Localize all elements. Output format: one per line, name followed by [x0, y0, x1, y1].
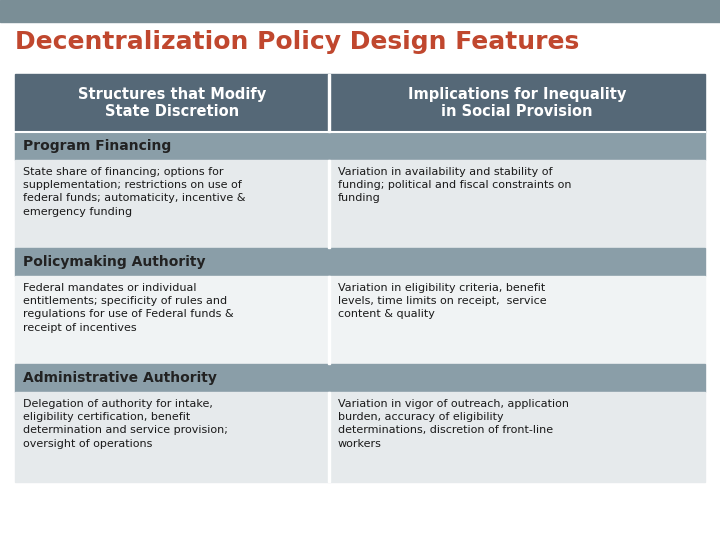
Bar [15, 74, 329, 132]
Bar [15, 364, 705, 392]
Text: Implications for Inequality
in Social Provision: Implications for Inequality in Social Pr… [408, 87, 626, 119]
Text: Variation in eligibility criteria, benefit
levels, time limits on receipt,  serv: Variation in eligibility criteria, benef… [338, 283, 546, 319]
Text: Federal mandates or individual
entitlements; specificity of rules and
regulation: Federal mandates or individual entitleme… [23, 283, 233, 333]
Bar [15, 132, 705, 160]
Bar [329, 276, 705, 364]
Text: Policymaking Authority: Policymaking Authority [23, 255, 205, 269]
Bar [15, 392, 329, 482]
Bar [328, 74, 330, 132]
Bar [328, 160, 330, 248]
Bar [329, 74, 705, 132]
Text: Administrative Authority: Administrative Authority [23, 371, 217, 385]
Text: Program Financing: Program Financing [23, 139, 171, 153]
Bar [328, 392, 330, 482]
Text: Decentralization Policy Design Features: Decentralization Policy Design Features [15, 30, 580, 54]
Text: Delegation of authority for intake,
eligibility certification, benefit
determina: Delegation of authority for intake, elig… [23, 399, 228, 449]
Bar [15, 160, 329, 248]
Text: Variation in vigor of outreach, application
burden, accuracy of eligibility
dete: Variation in vigor of outreach, applicat… [338, 399, 569, 449]
Text: Structures that Modify
State Discretion: Structures that Modify State Discretion [78, 87, 266, 119]
Bar [0, 0, 720, 22]
Bar [329, 392, 705, 482]
Text: State share of financing; options for
supplementation; restrictions on use of
fe: State share of financing; options for su… [23, 167, 246, 217]
Text: Variation in availability and stability of
funding; political and fiscal constra: Variation in availability and stability … [338, 167, 572, 204]
Bar [328, 276, 330, 364]
Bar [329, 160, 705, 248]
Bar [15, 248, 705, 276]
Bar [15, 276, 329, 364]
